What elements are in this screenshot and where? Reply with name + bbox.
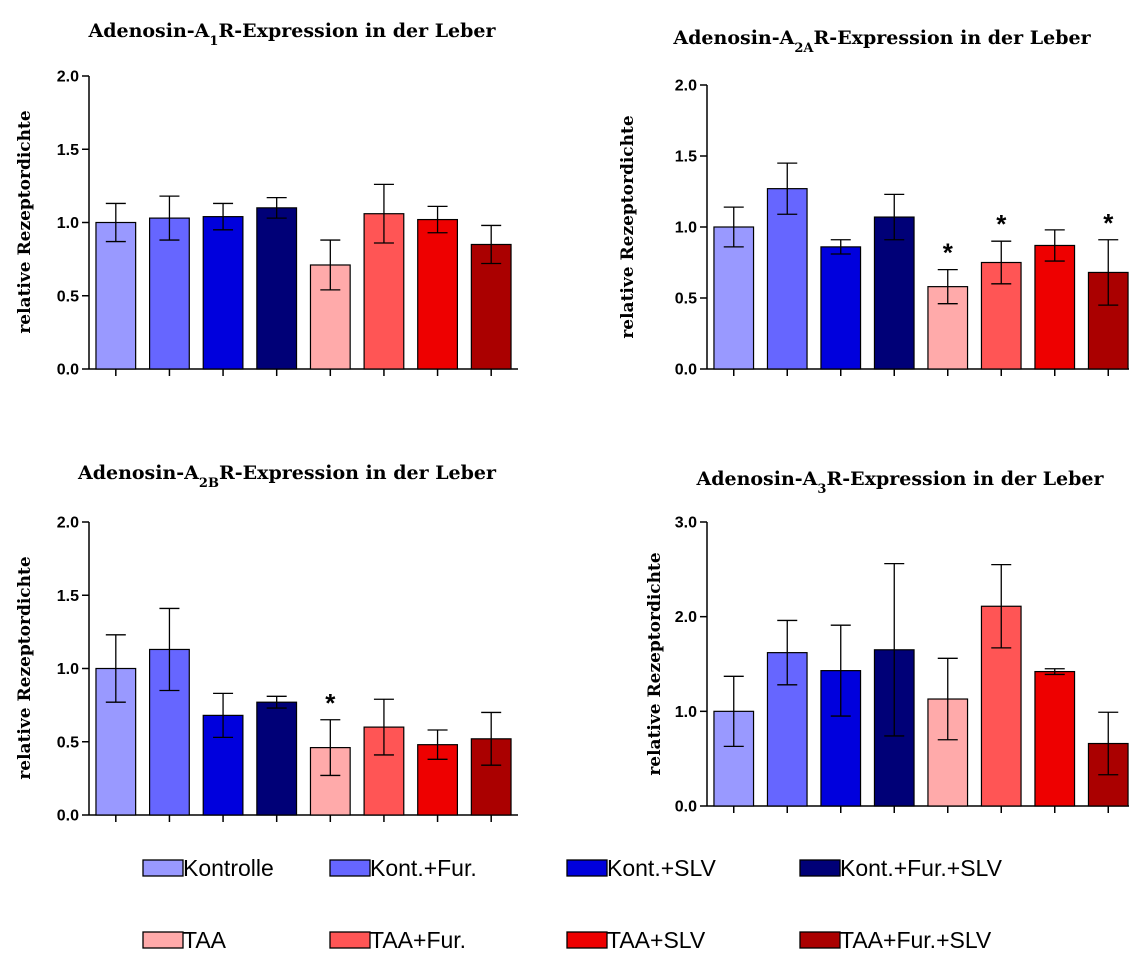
legend-swatch [142,859,184,877]
chart-title-suffix: R-Expression in der Leber [814,27,1092,49]
chart-title-subscript: 1 [209,34,218,49]
chart-title: Adenosin-A1R-Expression in der Leber [87,20,496,49]
chart-panel-4: Adenosin-A3R-Expression in der Leber rela… [645,468,1129,816]
legend-label: Kont.+SLV [607,855,717,881]
y-tick-label: 1.0 [57,215,79,232]
chart-title-subscript: 2B [199,476,219,491]
y-axis-label: relative Rezeptordichte [645,552,665,776]
legend-item: Kontrolle [142,855,274,881]
y-tick-label: 1.0 [675,220,697,237]
y-tick-label: 2.0 [57,515,79,532]
bar [820,246,862,370]
chart-panel-2: Adenosin-A2AR-Expression in der Leber rel… [618,27,1129,379]
legend-item: TAA+Fur.+SLV [799,927,992,953]
y-tick-label: 1.5 [57,142,79,159]
significance-star: * [943,238,954,268]
legend-swatch [566,859,608,877]
legend-item: TAA+Fur. [329,927,466,953]
y-tick-label: 2.0 [675,609,697,626]
bar [470,243,512,370]
chart-title-subscript: 2A [794,41,814,56]
chart-title-prefix: Adenosin-A [87,20,209,42]
legend-label: TAA+Fur.+SLV [840,927,992,953]
legend-swatch [799,931,841,949]
legend-swatch [142,931,184,949]
legend-swatch [329,931,371,949]
significance-star: * [996,209,1007,239]
y-tick-label: 0.0 [57,362,79,379]
legend-item: TAA [142,927,227,953]
legend-swatch [566,931,608,949]
bar [95,221,137,370]
legend-label: Kont.+Fur. [370,855,477,881]
legend-label: Kontrolle [183,855,274,881]
chart-title: Adenosin-A3R-Expression in der Leber [695,468,1104,497]
y-tick-label: 2.0 [675,78,697,95]
y-tick-label: 2.0 [57,69,79,86]
y-axis-label: relative Rezeptordichte [15,556,35,780]
bar [1034,670,1076,807]
bar [256,207,298,370]
chart-title: Adenosin-A2BR-Expression in der Leber [77,462,497,491]
chart-panel-1: Adenosin-A1R-Expression in der Leber rela… [15,20,518,379]
y-tick-label: 0.5 [57,734,79,751]
bar [873,216,915,370]
legend-swatch [799,859,841,877]
legend-item: TAA+SLV [566,927,706,953]
legend-item: Kont.+SLV [566,855,717,881]
legend-label: TAA+Fur. [370,927,466,953]
y-axis-label: relative Rezeptordichte [15,110,35,334]
chart-title-suffix: R-Expression in der Leber [826,468,1104,490]
bar [202,216,244,370]
legend-item: Kont.+Fur. [329,855,477,881]
y-tick-label: 0.0 [675,799,697,816]
significance-star: * [325,688,336,718]
bar [417,218,459,370]
y-tick-label: 0.5 [675,291,697,308]
legend-label: Kont.+Fur.+SLV [840,855,1003,881]
y-axis-label: relative Rezeptordichte [618,115,638,339]
y-tick-label: 0.0 [57,808,79,825]
legend-label: TAA+SLV [607,927,706,953]
significance-star: * [1103,208,1114,238]
y-tick-label: 0.0 [675,362,697,379]
chart-title-subscript: 3 [817,482,826,497]
y-tick-label: 1.5 [57,588,79,605]
y-tick-label: 0.5 [57,288,79,305]
legend-item: Kont.+Fur.+SLV [799,855,1003,881]
chart-title: Adenosin-A2AR-Expression in der Leber [672,27,1091,56]
y-tick-label: 3.0 [675,515,697,532]
bar [766,188,808,370]
y-tick-label: 1.5 [675,149,697,166]
bar [1034,244,1076,370]
chart-title-suffix: R-Expression in der Leber [218,20,496,42]
legend-swatch [329,859,371,877]
y-tick-label: 1.0 [57,661,79,678]
bar [256,701,298,816]
chart-title-prefix: Adenosin-A [77,462,199,484]
bar [148,217,190,370]
legend-label: TAA [183,927,227,953]
chart-panel-3: Adenosin-A2BR-Expression in der Leber rel… [15,462,518,825]
bar [713,226,755,370]
chart-title-suffix: R-Expression in der Leber [219,462,497,484]
legend: Kontrolle Kont.+Fur. Kont.+SLV Kont.+Fur.+S… [142,855,1003,953]
y-tick-label: 1.0 [675,704,697,721]
chart-title-prefix: Adenosin-A [695,468,817,490]
chart-title-prefix: Adenosin-A [672,27,794,49]
